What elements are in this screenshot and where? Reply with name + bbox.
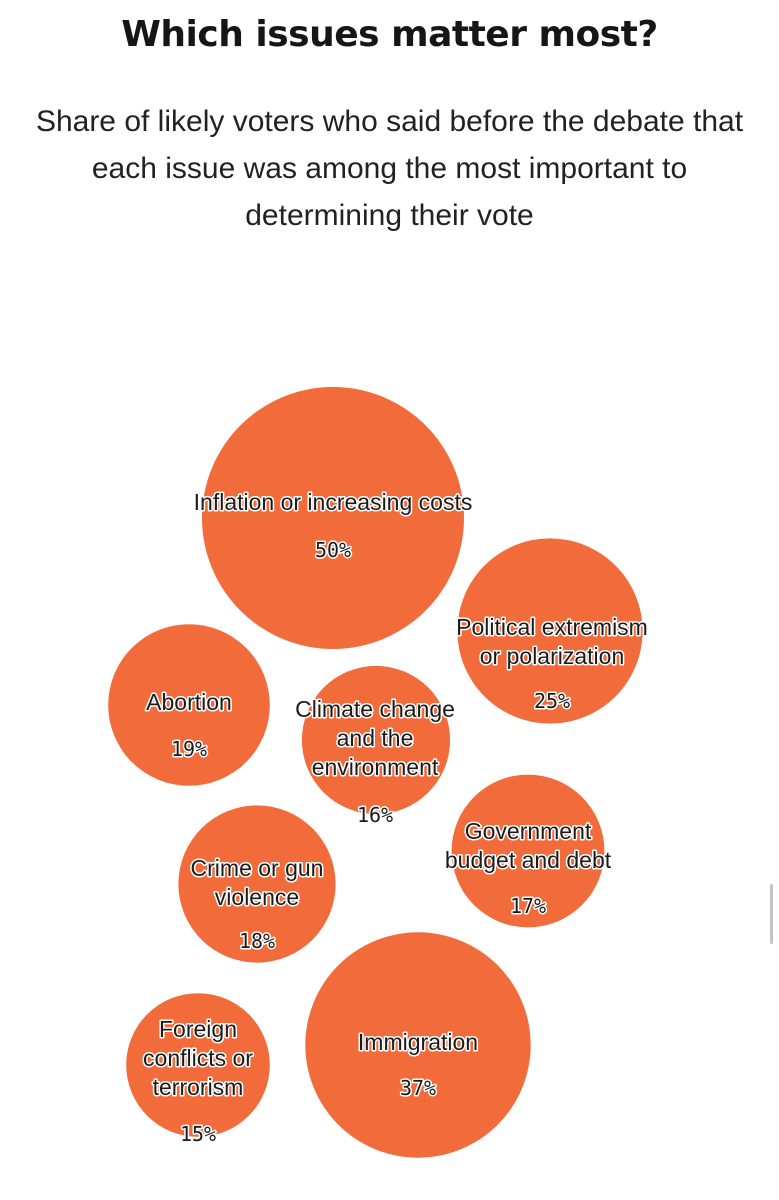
bubble-value-political-extremism-or-polarization: 25%: [534, 689, 570, 713]
bubble-inflation-or-increasing-costs: [202, 387, 464, 649]
bubble-value-foreign-conflicts-or-terrorism: 15%: [180, 1122, 216, 1146]
bubble-abortion: [108, 624, 270, 786]
bubble-label-crime-or-gun-violence: Crime or gun violence: [191, 855, 324, 910]
bubble-label-climate-change-and-the-environment: Climate change and the environment: [295, 696, 455, 780]
bubble-government-budget-and-debt: [451, 774, 605, 928]
chart-title: Which issues matter most?: [121, 14, 658, 55]
bubble-label-foreign-conflicts-or-terrorism: Foreign conflicts or terrorism: [143, 1016, 253, 1100]
bubble-foreign-conflicts-or-terrorism: [126, 993, 270, 1137]
bubble-value-abortion: 19%: [171, 737, 207, 761]
bubble-immigration: [305, 932, 531, 1158]
bubble-label-government-budget-and-debt: Government budget and debt: [445, 818, 612, 873]
bubble-label-political-extremism-or-polarization: Political extremism or polarization: [456, 614, 648, 669]
bubble-climate-change-and-the-environment: [301, 665, 451, 815]
bubble-label-immigration: Immigration: [358, 1029, 478, 1055]
bubble-value-crime-or-gun-violence: 18%: [239, 929, 275, 953]
bubble-crime-or-gun-violence: [178, 805, 336, 963]
bubble-value-immigration: 37%: [400, 1076, 436, 1100]
bubble-label-abortion: Abortion: [146, 689, 232, 715]
bubble-value-inflation-or-increasing-costs: 50%: [315, 538, 351, 562]
bubble-value-climate-change-and-the-environment: 16%: [357, 803, 393, 827]
chart-subtitle: Share of likely voters who said before t…: [35, 105, 744, 232]
bubble-value-government-budget-and-debt: 17%: [510, 894, 546, 918]
bubble-political-extremism-or-polarization: [457, 538, 643, 724]
scrollbar-thumb[interactable]: [770, 884, 773, 944]
bubble-label-inflation-or-increasing-costs: Inflation or increasing costs: [194, 489, 473, 515]
